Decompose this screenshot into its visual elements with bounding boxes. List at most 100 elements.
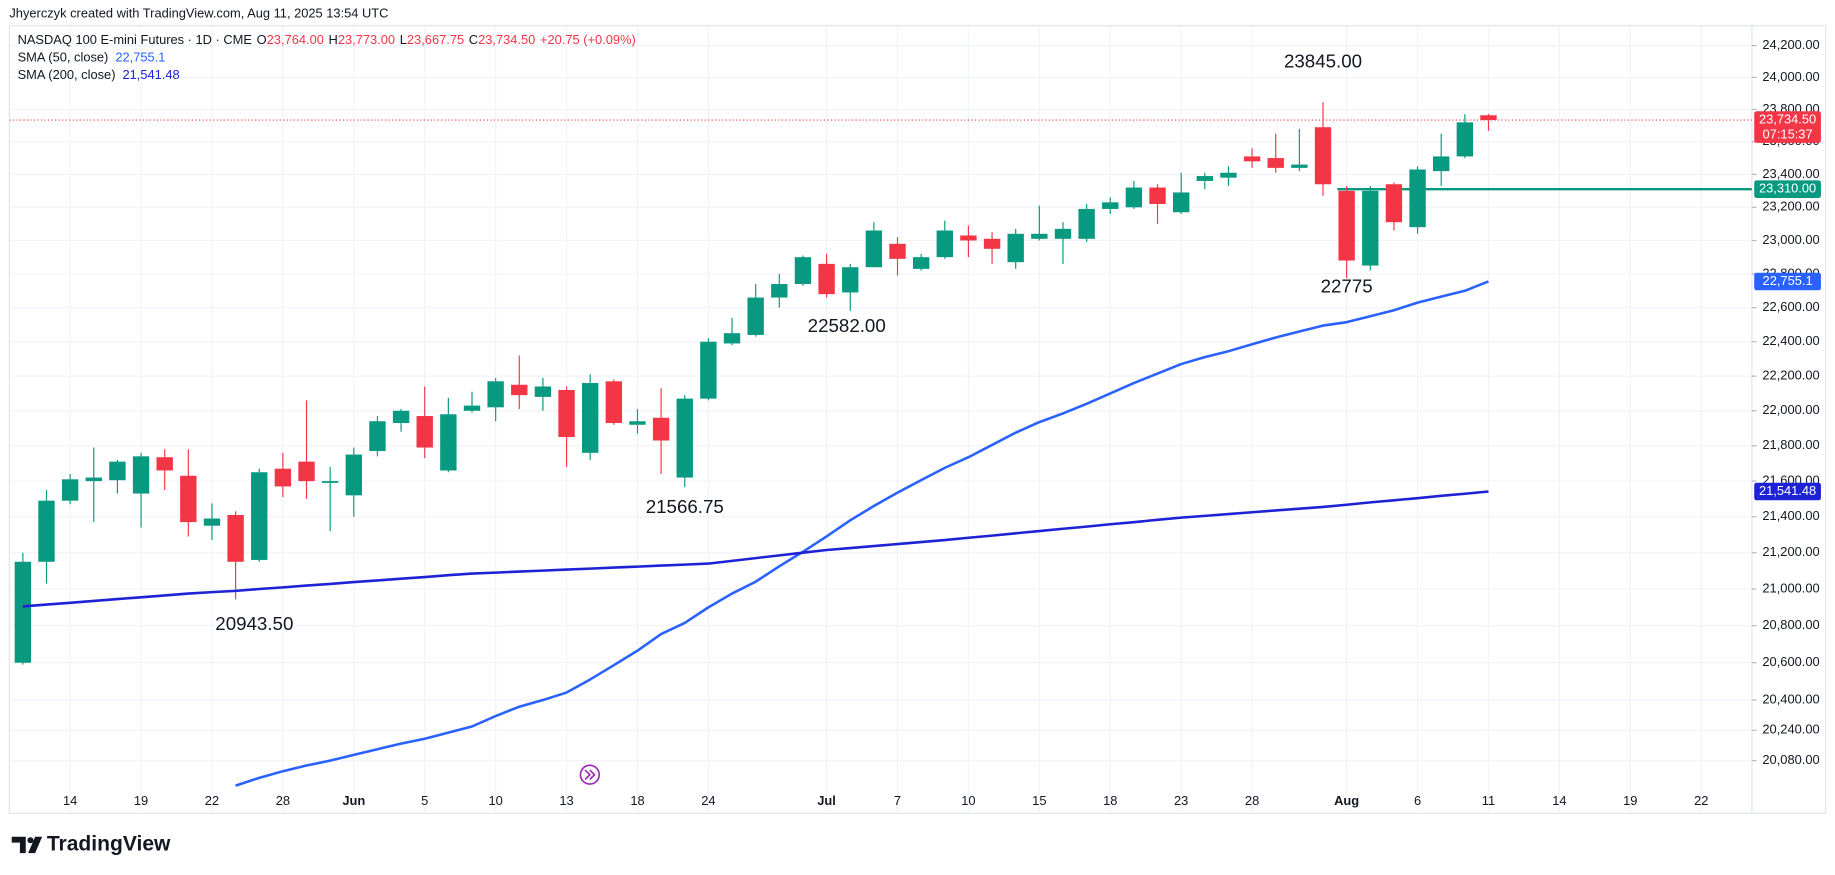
y-tick-label: 22,600.00	[1762, 299, 1819, 314]
annotation: 22775	[1321, 275, 1373, 296]
price-tag	[1754, 180, 1821, 198]
candle-body	[227, 514, 244, 562]
candle-body	[463, 405, 481, 411]
y-tick-label: 21,000.00	[1762, 580, 1819, 595]
x-tick-label: 19	[1623, 793, 1637, 808]
candle-body	[156, 457, 173, 471]
grid	[9, 25, 1752, 814]
candle-body	[1172, 192, 1190, 213]
candle-body	[1433, 156, 1450, 172]
candle-body	[1314, 127, 1332, 185]
candle-body	[700, 341, 717, 399]
candle-body	[345, 454, 362, 496]
x-tick-label: 28	[1245, 793, 1259, 808]
legend-row: NASDAQ 100 E-mini Futures · 1D · CME O23,…	[18, 32, 636, 47]
candle-body	[251, 472, 268, 560]
candle-body	[1409, 169, 1426, 228]
candle-body	[298, 461, 315, 482]
candle-body	[558, 389, 575, 438]
legend-row: SMA (200, close) 21,541.48	[18, 67, 180, 82]
candle-body	[38, 500, 55, 562]
candle-body	[1291, 164, 1308, 168]
y-tick-label: 20,800.00	[1762, 617, 1819, 632]
candle-body	[180, 475, 197, 523]
price-tag	[1754, 111, 1821, 143]
x-tick-label: Jun	[342, 793, 365, 808]
candle-body	[652, 417, 670, 441]
y-tick-label: 23,400.00	[1762, 166, 1819, 181]
legend-value: 22,755.1	[115, 50, 165, 65]
y-tick-label: 23,200.00	[1762, 199, 1819, 214]
plot	[9, 102, 1752, 787]
candle-body	[369, 421, 386, 452]
price-tag-label: 23,734.50	[1759, 111, 1816, 126]
axes: 24,200.0024,000.0023,800.0023,600.0023,4…	[18, 32, 1821, 808]
x-tick-label: Aug	[1334, 793, 1359, 808]
price-tag	[1754, 272, 1821, 291]
candle-body	[1220, 172, 1237, 178]
legend-name: SMA (50, close)	[18, 50, 109, 65]
candle-body	[274, 468, 292, 487]
x-tick-label: 6	[1414, 793, 1421, 808]
candle-body	[889, 243, 906, 259]
candle-body	[771, 284, 788, 298]
candle-body	[416, 416, 433, 448]
legend-value: 23,764.00	[267, 32, 324, 47]
x-tick-label: 18	[630, 793, 644, 808]
candle-body	[1125, 187, 1143, 208]
y-tick-label: 21,800.00	[1762, 437, 1819, 452]
candle-body	[1007, 233, 1024, 263]
y-tick-label: 22,200.00	[1762, 368, 1819, 383]
candle-body	[321, 481, 339, 483]
x-tick-label: 13	[559, 793, 573, 808]
legend-value: 23,667.75	[407, 32, 464, 47]
candle-body	[487, 381, 504, 408]
candle-body	[1196, 176, 1214, 181]
candle-body	[534, 386, 552, 397]
replay-icon[interactable]	[579, 764, 601, 785]
x-tick-label: 19	[134, 793, 148, 808]
candle-body	[1054, 228, 1072, 239]
x-tick-label: 14	[63, 793, 77, 808]
x-tick-label: 10	[488, 793, 502, 808]
x-tick-label: 15	[1032, 793, 1046, 808]
candle-body	[1456, 122, 1474, 157]
price-tag-label: 22,755.1	[1763, 273, 1813, 288]
candle-body	[912, 257, 930, 269]
y-tick-label: 21,400.00	[1762, 508, 1819, 523]
legend-key: H	[329, 32, 338, 47]
legend-change: +20.75 (+0.09%)	[540, 32, 636, 47]
candle-body	[842, 267, 859, 293]
y-tick-label: 24,200.00	[1762, 37, 1819, 52]
candle-body	[1480, 115, 1497, 121]
brand-logo	[11, 836, 43, 854]
candle-body	[1267, 158, 1284, 168]
candle-body	[1102, 202, 1119, 209]
x-tick-label: 11	[1482, 793, 1495, 808]
y-tick-label: 23,000.00	[1762, 232, 1819, 247]
legend-row: SMA (50, close) 22,755.1	[18, 50, 166, 65]
candle-body	[203, 518, 221, 526]
y-tick-label: 20,600.00	[1762, 654, 1819, 669]
candle-body	[440, 414, 457, 471]
candle-body	[629, 421, 646, 425]
sma-line	[235, 280, 1489, 787]
y-tick-label: 21,200.00	[1762, 544, 1819, 559]
price-tag	[1754, 482, 1821, 501]
legend-key: L	[400, 32, 407, 47]
x-tick-label: 24	[701, 793, 715, 808]
legend-key: C	[469, 32, 478, 47]
candle-body	[1149, 187, 1166, 204]
candle-body	[582, 383, 599, 453]
candle-body	[1031, 233, 1048, 239]
candle-body	[723, 333, 741, 344]
legend-value: 23,773.00	[338, 32, 395, 47]
y-tick-label: 22,000.00	[1762, 402, 1819, 417]
legend-value: 21,541.48	[123, 67, 180, 82]
panel-frame	[8, 25, 1827, 814]
annotation: 20943.50	[215, 613, 293, 634]
candle-body	[605, 381, 623, 424]
credit: Jhyerczyk created with TradingView.com, …	[9, 5, 388, 20]
